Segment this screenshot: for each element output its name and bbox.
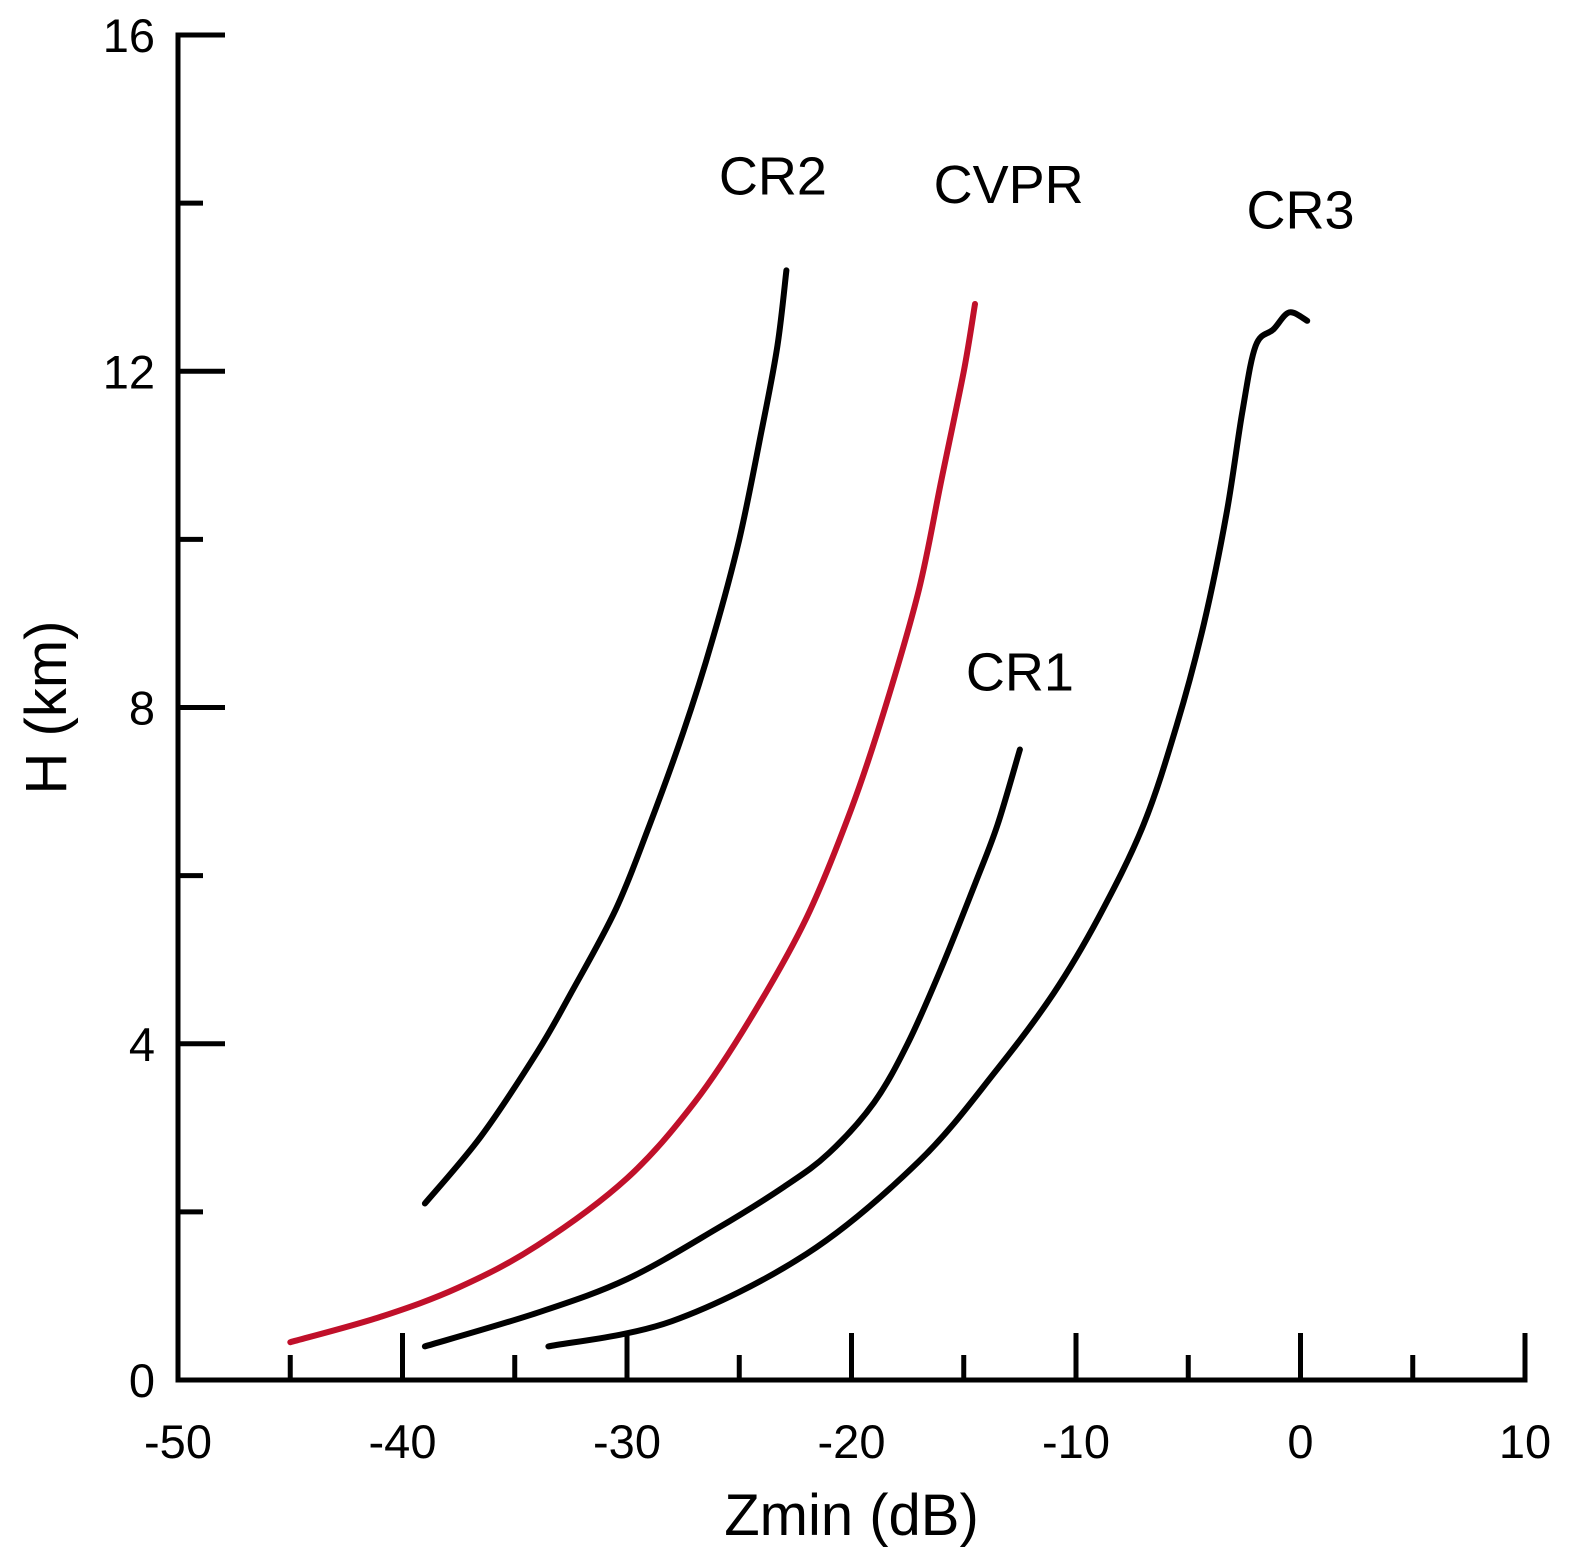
- x-tick-label: -40: [369, 1415, 437, 1468]
- series-line-cr2: [421, 267, 790, 1207]
- x-tick-label: -50: [144, 1415, 212, 1468]
- x-tick-label: 0: [1287, 1415, 1313, 1468]
- y-tick-label: 4: [129, 1018, 155, 1071]
- series-label-cvpr: CVPR: [934, 155, 1084, 215]
- series-line-cr1: [421, 746, 1023, 1350]
- y-tick-label: 12: [103, 345, 155, 398]
- y-tick-label: 8: [129, 682, 155, 735]
- x-axis-label: Zmin (dB): [724, 1483, 979, 1548]
- series: [287, 267, 1311, 1350]
- series-label-cr2: CR2: [719, 147, 827, 207]
- series-line-cr3: [545, 309, 1311, 1350]
- x-tick-label: 10: [1499, 1415, 1551, 1468]
- series-labels: CR2 CVPR CR1 CR3: [719, 147, 1355, 703]
- series-label-cr1: CR1: [966, 643, 1074, 703]
- series-line-cvpr: [287, 301, 978, 1346]
- y-tick-label: 16: [103, 9, 155, 62]
- y-tick-label: 0: [129, 1354, 155, 1407]
- x-tick-label: -30: [593, 1415, 661, 1468]
- x-tick-label: -10: [1042, 1415, 1110, 1468]
- series-label-cr3: CR3: [1246, 180, 1354, 240]
- x-tick-label: -20: [818, 1415, 886, 1468]
- y-axis-label: H (km): [14, 621, 79, 795]
- ticks: -50 -40 -30 -20 -10 0 10 0 4 8 12 16: [103, 9, 1551, 1468]
